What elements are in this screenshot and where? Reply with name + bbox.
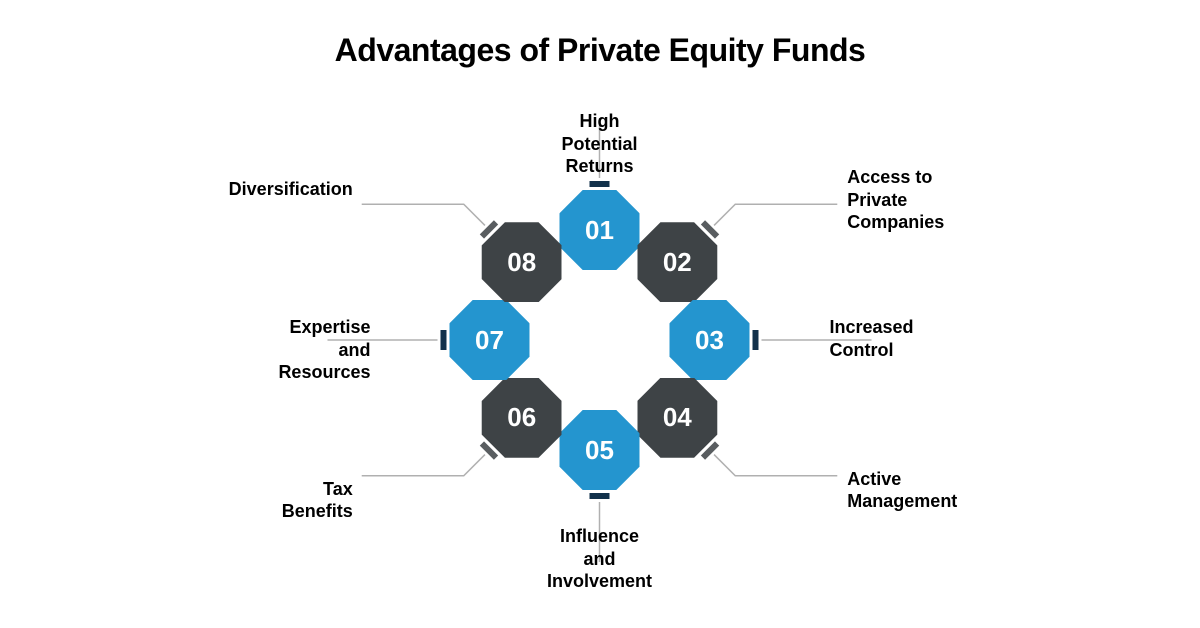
connector-line — [714, 204, 837, 225]
octagon: 02 — [637, 222, 717, 302]
connector-line — [362, 455, 485, 476]
node-number: 05 — [585, 435, 614, 466]
node-number: 01 — [585, 215, 614, 246]
ring-diagram: 01High Potential Returns02Access to Priv… — [600, 340, 601, 341]
node-number: 06 — [507, 402, 536, 433]
node-label: Active Management — [847, 468, 957, 513]
ring-node: 03 — [670, 300, 750, 380]
tick-mark — [590, 493, 610, 499]
octagon: 07 — [450, 300, 530, 380]
tick-mark — [753, 330, 759, 350]
node-number: 03 — [695, 325, 724, 356]
node-label: High Potential Returns — [562, 110, 638, 178]
node-label: Access to Private Companies — [847, 166, 944, 234]
connector-line — [362, 204, 485, 225]
node-number: 04 — [663, 402, 692, 433]
octagon: 03 — [670, 300, 750, 380]
octagon: 01 — [560, 190, 640, 270]
octagon: 08 — [482, 222, 562, 302]
node-label: Expertise and Resources — [278, 316, 370, 384]
ring-node: 08 — [482, 222, 562, 302]
node-number: 08 — [507, 247, 536, 278]
octagon: 04 — [637, 378, 717, 458]
node-label: Influence and Involvement — [547, 525, 652, 593]
tick-mark — [590, 181, 610, 187]
node-label: Tax Benefits — [282, 478, 353, 523]
octagon: 06 — [482, 378, 562, 458]
ring-node: 02 — [637, 222, 717, 302]
connector-line — [714, 455, 837, 476]
node-number: 07 — [475, 325, 504, 356]
ring-node: 06 — [482, 378, 562, 458]
ring-node: 04 — [637, 378, 717, 458]
ring-node: 01 — [560, 190, 640, 270]
ring-node: 07 — [450, 300, 530, 380]
ring-node: 05 — [560, 410, 640, 490]
node-label: Diversification — [229, 178, 353, 201]
node-number: 02 — [663, 247, 692, 278]
node-label: Increased Control — [830, 316, 914, 361]
tick-mark — [441, 330, 447, 350]
octagon: 05 — [560, 410, 640, 490]
